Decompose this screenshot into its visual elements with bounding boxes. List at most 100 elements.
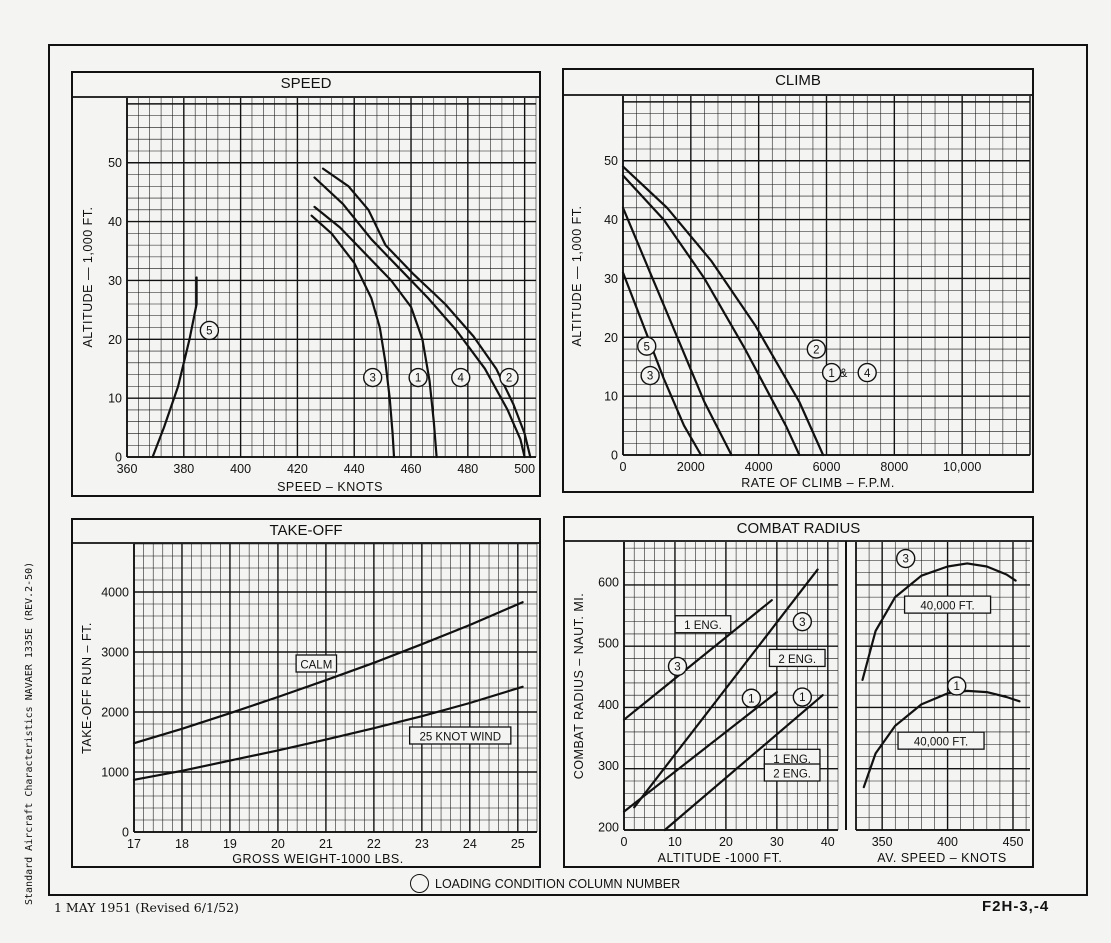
curve-label-circle <box>408 367 428 388</box>
curve-label-box <box>674 615 732 634</box>
series-line-1 <box>621 206 733 457</box>
document-code: F2H-3,-4 <box>982 898 1050 915</box>
panel-title: CLIMB <box>775 72 821 89</box>
curve-label: 1 <box>799 692 805 704</box>
y-tick-label: 50 <box>604 154 618 168</box>
curve-label-circle <box>947 676 967 696</box>
curve-label: 5 <box>644 341 650 353</box>
x-axis-title: AV. SPEED – KNOTS <box>877 851 1006 865</box>
curve-label-box <box>768 648 826 668</box>
y-tick-label: 200 <box>598 820 619 834</box>
y-axis-title: COMBAT RADIUS – NAUT. MI. <box>572 593 586 779</box>
panel-border <box>562 68 1034 493</box>
x-tick-label: 24 <box>463 837 477 851</box>
x-tick-label: 22 <box>367 837 381 851</box>
curve-label-circle <box>667 656 688 677</box>
curve-label: 1 ENG. <box>684 620 722 632</box>
x-axis-title: GROSS WEIGHT-1000 LBS. <box>232 852 403 866</box>
curve-label-circle <box>821 362 842 383</box>
curve-label-circle <box>792 687 813 707</box>
y-tick-label: 30 <box>108 274 122 288</box>
series-line-0 <box>622 599 773 721</box>
x-tick-label: 8000 <box>880 460 908 474</box>
curve-label: 1 ENG. <box>773 754 811 766</box>
curve-label: 3 <box>647 371 653 383</box>
series-line-1 <box>633 568 819 809</box>
curve-label: 5 <box>206 326 212 338</box>
series-line-0 <box>132 601 524 745</box>
x-tick-label: 4000 <box>745 460 773 474</box>
x-tick-label: 25 <box>511 837 525 851</box>
curve-label-box <box>903 595 992 614</box>
curve-label-box <box>408 726 512 745</box>
x-tick-label: 18 <box>175 837 189 851</box>
panel-title: SPEED <box>281 75 332 92</box>
revision-date: 1 MAY 1951 (Revised 6/1/52) <box>54 900 239 915</box>
panel-border <box>563 516 1034 868</box>
curve-label: 3 <box>674 662 680 674</box>
side-note: Standard Aircraft Characteristics NAVAER… <box>24 561 35 905</box>
y-axis-title: TAKE-OFF RUN – FT. <box>80 622 94 754</box>
x-tick-label: 0 <box>620 460 627 474</box>
curve-label: 1 <box>415 373 421 385</box>
panel-border <box>71 518 541 868</box>
y-tick-label: 3000 <box>101 646 129 660</box>
curve-label: 1 <box>828 368 834 380</box>
curve-label-box <box>295 654 338 673</box>
x-axis-title: ALTITUDE -1000 FT. <box>658 851 783 865</box>
x-tick-label: 500 <box>514 462 535 476</box>
curve-label-circle <box>857 362 877 383</box>
curve-label: 25 KNOT WIND <box>419 732 501 744</box>
series-line-2 <box>313 205 438 459</box>
x-tick-label: 20 <box>719 835 733 849</box>
circle-icon <box>410 874 429 893</box>
panel-title: COMBAT RADIUS <box>737 520 861 537</box>
x-tick-label: 40 <box>821 835 835 849</box>
x-tick-label: 23 <box>415 837 429 851</box>
series-line-3 <box>313 176 526 459</box>
curve-label-circle <box>499 367 519 388</box>
loading-condition-legend: LOADING CONDITION COLUMN NUMBER <box>410 874 680 893</box>
x-axis-title: RATE OF CLIMB – F.P.M. <box>741 476 895 490</box>
curve-label: 40,000 FT. <box>920 601 974 613</box>
series-line-2 <box>622 691 778 813</box>
curve-label: 3 <box>903 554 909 566</box>
series-line-3 <box>621 165 825 457</box>
x-tick-label: 480 <box>457 462 478 476</box>
curve-label-circle <box>640 365 660 386</box>
x-tick-label: 30 <box>770 835 784 849</box>
y-axis-title: ALTITUDE — 1,000 FT. <box>570 205 584 346</box>
x-tick-label: 10 <box>668 835 682 849</box>
y-tick-label: 30 <box>604 272 618 286</box>
speed-panel: SPEED 5 3 1 4 2 360 380 400 420 440 460 480 500 0 10 20 3… <box>71 71 541 497</box>
x-tick-label: 10,000 <box>943 460 981 474</box>
y-tick-label: 500 <box>598 637 619 651</box>
x-tick-label: 420 <box>287 462 308 476</box>
panel-border <box>71 71 541 497</box>
y-tick-label: 40 <box>108 215 122 229</box>
x-tick-label: 2000 <box>677 460 705 474</box>
combat-radius-panel: COMBAT RADIUS 1 ENG. 3 3 2 ENG. 1 1 1 ENG. 2 ENG… <box>563 516 1034 868</box>
y-tick-label: 0 <box>611 449 618 463</box>
series-line-4 <box>321 167 532 459</box>
x-tick-label: 17 <box>127 837 141 851</box>
series-line-1 <box>132 685 524 781</box>
y-tick-label: 600 <box>598 575 619 589</box>
y-axis-title: ALTITUDE — 1,000 FT. <box>81 206 95 347</box>
x-axis-title: SPEED – KNOTS <box>277 480 383 494</box>
x-tick-label: 460 <box>401 462 422 476</box>
x-tick-label: 350 <box>872 835 893 849</box>
y-tick-label: 300 <box>598 759 619 773</box>
curve-label: 4 <box>458 373 465 385</box>
curve-label-box <box>897 731 985 750</box>
series-line-0 <box>861 562 1017 681</box>
y-tick-label: 400 <box>598 698 619 712</box>
y-tick-label: 0 <box>115 451 122 465</box>
series-line-2 <box>621 174 801 457</box>
curve-label-circle <box>806 339 827 359</box>
y-tick-label: 4000 <box>101 586 129 600</box>
y-tick-label: 2000 <box>101 706 129 720</box>
curve-label-circle <box>896 548 916 569</box>
y-tick-label: 40 <box>604 213 618 227</box>
